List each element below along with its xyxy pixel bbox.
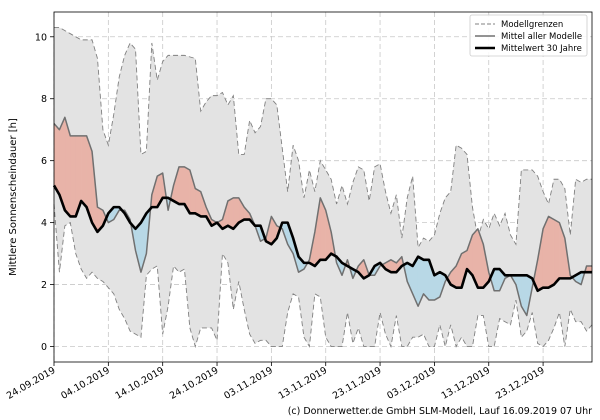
anomaly-below-segment xyxy=(434,271,441,301)
model-envelope xyxy=(53,27,593,349)
anomaly-above-segment xyxy=(70,135,76,217)
anomaly-above-segment xyxy=(178,166,185,205)
anomaly-above-segment xyxy=(548,216,555,289)
x-tick-label: 23.12.2019 xyxy=(494,365,547,402)
x-tick-label: 24.10.2019 xyxy=(168,365,221,402)
y-tick-label: 2 xyxy=(41,280,47,291)
anomaly-above-segment xyxy=(80,135,87,208)
y-axis-label: Mittlere Sonnenscheindauer [h] xyxy=(8,118,19,276)
x-tick-label: 03.12.2019 xyxy=(385,365,438,402)
y-axis: 0 2 4 6 8 10 xyxy=(35,32,54,353)
model-mean-line xyxy=(53,116,592,317)
legend-label: Mittelwert 30 Jahre xyxy=(501,44,582,54)
chart-area: 0 2 4 6 8 10 24.09.2019 04.10.2019 14.10.2019 24… xyxy=(5,11,593,402)
y-tick-label: 10 xyxy=(35,32,47,43)
x-axis: 24.09.2019 04.10.2019 14.10.2019 24.10.2019… xyxy=(5,362,547,402)
x-tick-label: 14.10.2019 xyxy=(114,365,167,402)
x-tick-label: 13.12.2019 xyxy=(440,365,493,402)
legend: Modellgrenzen Mittel aller Modelle Mittelw… xyxy=(469,14,588,57)
x-tick-label: 04.10.2019 xyxy=(59,365,112,402)
x-tick-label: 23.11.2019 xyxy=(331,365,384,402)
anomaly-above-segment xyxy=(195,188,201,217)
legend-label: Modellgrenzen xyxy=(501,20,563,30)
x-tick-label: 13.11.2019 xyxy=(277,365,330,402)
anomaly-below-segment xyxy=(493,268,500,291)
envelope-lower-line xyxy=(53,203,593,349)
plot-frame xyxy=(53,11,593,363)
y-tick-label: 6 xyxy=(41,156,47,167)
legend-box xyxy=(469,14,588,57)
anomaly-above-segment xyxy=(53,122,60,196)
y-tick-label: 0 xyxy=(41,342,47,353)
anomaly-above-segment xyxy=(553,219,560,286)
envelope-upper-line xyxy=(54,27,592,249)
legend-label: Mittel aller Modelle xyxy=(501,32,582,42)
series-lines xyxy=(52,116,592,317)
y-tick-label: 4 xyxy=(41,218,47,229)
copyright-footer: (c) Donnerwetter.de GmbH SLM-Modell, Lau… xyxy=(287,406,592,417)
envelope-area xyxy=(54,27,592,347)
y-tick-label: 8 xyxy=(41,94,47,105)
anomaly-above-segment xyxy=(227,197,234,230)
climatology-line xyxy=(52,184,592,293)
x-tick-label: 24.09.2019 xyxy=(5,365,58,402)
x-tick-label: 03.11.2019 xyxy=(222,365,275,402)
